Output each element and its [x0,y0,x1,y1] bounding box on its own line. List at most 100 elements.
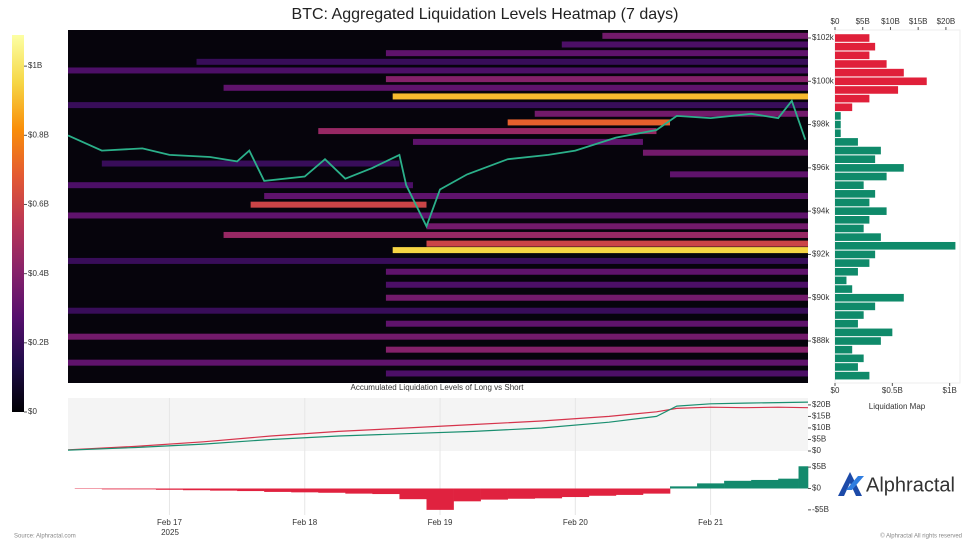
heat-band [534,110,808,117]
delta-bar [697,483,725,489]
heat-band [385,346,808,353]
brand: Alphractal [866,474,955,496]
y-tick-label: $5B [812,435,826,444]
y-tick-label: $94k [812,206,830,215]
y-tick-label: $90k [812,293,830,302]
map-bar [835,164,904,172]
heat-band [426,223,808,230]
y-tick-label: $5B [812,462,826,471]
map-bar [835,34,870,42]
delta-bar [670,486,698,489]
delta-bar [426,488,454,510]
heat-band [385,268,808,275]
heat-band [223,84,808,91]
map-bar [835,112,841,120]
delta-bar [534,488,563,499]
heat-band [101,160,400,167]
colorbar-tick-label: $0 [28,407,37,416]
y-tick-label: $102k [812,33,835,42]
heat-band [385,50,808,57]
heat-band [392,93,808,100]
x2-tick-label: $5B [856,17,870,26]
map-bar [835,337,881,345]
x2-tick-label: $20B [937,17,956,26]
map-bar [835,120,841,129]
map-bar [835,354,864,363]
heatmap-background [68,30,808,383]
heat-band [392,247,808,254]
heat-band [670,171,808,178]
map-bar [835,302,876,311]
delta-bar [318,488,346,493]
y-tick-label: $98k [812,120,830,129]
heat-band [264,193,808,200]
heat-band [412,138,643,145]
map-bar [835,94,870,103]
map-bar [835,224,864,233]
map-bar [835,129,841,138]
price-line [67,98,807,229]
heat-band [250,201,427,208]
heat-band [385,370,808,377]
delta-bar [182,488,211,491]
year-label: 2025 [161,528,179,537]
map-bar [835,311,864,319]
x-tick-label: Feb 18 [292,518,317,527]
delta-bar [237,488,265,492]
y-tick-label: $92k [812,250,830,259]
x-tick-label: $1B [943,386,957,395]
delta-bar [345,488,373,494]
map-bar [835,319,858,328]
delta-bar [724,480,752,489]
map-bar [835,276,847,285]
map-bar [835,328,893,337]
x-tick-label: $0.5B [882,386,903,395]
colorbar [12,35,24,412]
heat-band [561,41,808,48]
delta-bar [155,488,184,490]
x-tick-label: $0 [831,386,840,395]
y-tick-label: $88k [812,336,830,345]
x2-tick-label: $0 [831,17,840,26]
map-bar [835,172,887,181]
map-bar [835,77,927,86]
heat-band [642,149,808,156]
map-bar [835,86,899,94]
heat-band [385,320,808,327]
delta-bar [798,466,809,489]
colorbar-tick-label: $0.8B [28,130,49,139]
map-bar [835,198,870,207]
colorbar-tick-label: $0.4B [28,269,49,278]
series-line [67,406,809,451]
map-bar [835,181,864,189]
y-tick-label: $0 [812,484,821,493]
heat-band [196,58,809,65]
map-bar [835,155,876,164]
heat-band [68,182,413,189]
logo-mark [838,472,862,496]
x-tick-label: Feb 17 [157,518,182,527]
heat-band [68,102,808,109]
map-bar [835,345,853,354]
map-bar [835,241,956,250]
heat-band [426,240,808,247]
delta-bar [264,488,292,492]
x-tick-label: Feb 21 [698,518,723,527]
colorbar-tick-label: $1B [28,61,42,70]
delta-bar [751,479,779,489]
y-tick-label: -$5B [812,505,829,514]
heat-band [385,281,808,288]
x-tick-label: Feb 20 [563,518,588,527]
series-line [67,401,809,451]
heat-band [68,67,808,74]
source: Source: Alphractal.com [14,534,76,540]
chart-title: BTC: Aggregated Liquidation Levels Heatm… [292,6,679,23]
map-bar [835,267,858,276]
heat-band [68,212,808,219]
heat-band [385,294,808,301]
delta-bar [507,488,536,499]
colorbar-tick-label: $0.2B [28,338,49,347]
heat-band [68,359,808,366]
delta-bar [128,488,157,490]
